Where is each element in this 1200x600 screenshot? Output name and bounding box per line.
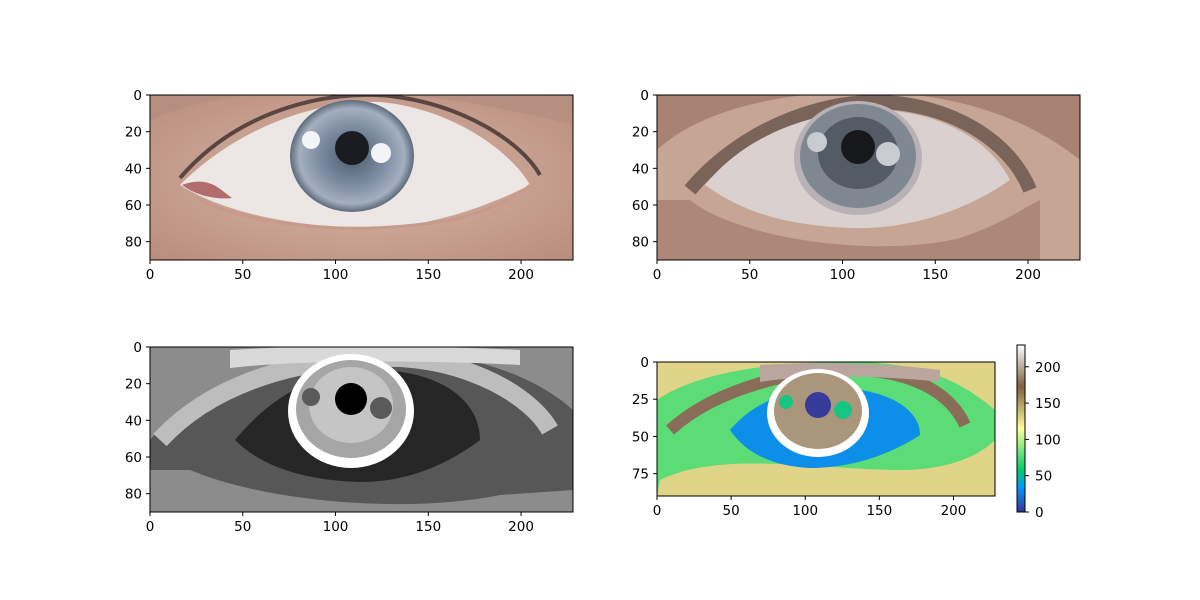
x-tick-label: 50	[723, 503, 740, 519]
y-tick-label: 20	[632, 125, 649, 141]
panel-terrain	[657, 362, 995, 496]
y-tick-label: 60	[632, 198, 649, 214]
lower-region	[150, 470, 573, 512]
y-tick-label: 25	[632, 392, 649, 408]
y-tick-label: 0	[133, 340, 142, 356]
y-tick-label: 50	[632, 429, 649, 445]
y-tick-label: 0	[640, 355, 649, 371]
yellow-upper	[657, 362, 995, 410]
eyelid-shade	[150, 95, 573, 125]
tear-duct	[182, 181, 232, 199]
x-tick-label: 0	[146, 267, 155, 283]
colorbar-tick-label: 200	[1035, 360, 1061, 376]
x-tick-label: 150	[415, 267, 441, 283]
x-tick-label: 100	[323, 519, 349, 535]
colorbar-tick-label: 50	[1035, 469, 1052, 485]
x-tick-label: 150	[866, 503, 892, 519]
highlight-right	[371, 143, 391, 163]
lighter-band	[230, 347, 520, 368]
colorbar-tick-label: 100	[1035, 432, 1061, 448]
x-tick-label: 0	[653, 503, 662, 519]
pupil	[841, 130, 875, 164]
colorbar-tick-label: 0	[1035, 505, 1044, 521]
lower-lid	[199, 183, 532, 230]
x-tick-label: 50	[741, 267, 758, 283]
colorbar	[1016, 344, 1026, 513]
y-tick-label: 75	[632, 467, 649, 483]
yellow-lower	[657, 440, 995, 496]
x-tick-label: 100	[323, 267, 349, 283]
upper-lash-line	[178, 95, 542, 180]
colorbar-gradient	[1017, 345, 1025, 512]
y-tick-label: 0	[640, 88, 649, 104]
y-tick-label: 20	[125, 377, 142, 393]
x-tick-label: 0	[146, 519, 155, 535]
brow-band	[684, 95, 1037, 195]
x-tick-label: 150	[922, 267, 948, 283]
y-tick-label: 40	[632, 161, 649, 177]
pupil	[335, 131, 369, 165]
x-tick-label: 150	[415, 519, 441, 535]
x-tick-label: 200	[508, 267, 534, 283]
pupil	[805, 392, 831, 418]
highlight-right	[876, 142, 900, 166]
highlight-left	[302, 131, 320, 149]
spot-right	[370, 397, 392, 419]
lid-band	[657, 95, 1080, 160]
panel-grayscale	[150, 347, 573, 512]
y-tick-label: 60	[125, 198, 142, 214]
y-tick-label: 80	[632, 235, 649, 251]
x-tick-label: 200	[1015, 267, 1041, 283]
x-tick-label: 200	[941, 503, 967, 519]
x-tick-label: 100	[830, 267, 856, 283]
lower-skin-band	[657, 200, 1040, 260]
x-tick-label: 0	[653, 267, 662, 283]
y-tick-label: 60	[125, 450, 142, 466]
spot-left	[779, 395, 793, 409]
x-tick-label: 100	[792, 503, 818, 519]
y-tick-label: 80	[125, 487, 142, 503]
y-tick-label: 80	[125, 235, 142, 251]
y-tick-label: 40	[125, 161, 142, 177]
pupil	[335, 383, 367, 415]
y-tick-label: 40	[125, 413, 142, 429]
y-tick-label: 20	[125, 125, 142, 141]
panel-original	[150, 95, 573, 260]
colorbar-tick-label: 150	[1035, 396, 1061, 412]
x-tick-label: 200	[508, 519, 534, 535]
highlight-left	[807, 132, 827, 152]
y-tick-label: 0	[133, 88, 142, 104]
spot-right	[834, 401, 852, 419]
panel-quantized	[657, 95, 1080, 260]
x-tick-label: 50	[234, 267, 251, 283]
x-tick-label: 50	[234, 519, 251, 535]
spot-left	[302, 388, 320, 406]
